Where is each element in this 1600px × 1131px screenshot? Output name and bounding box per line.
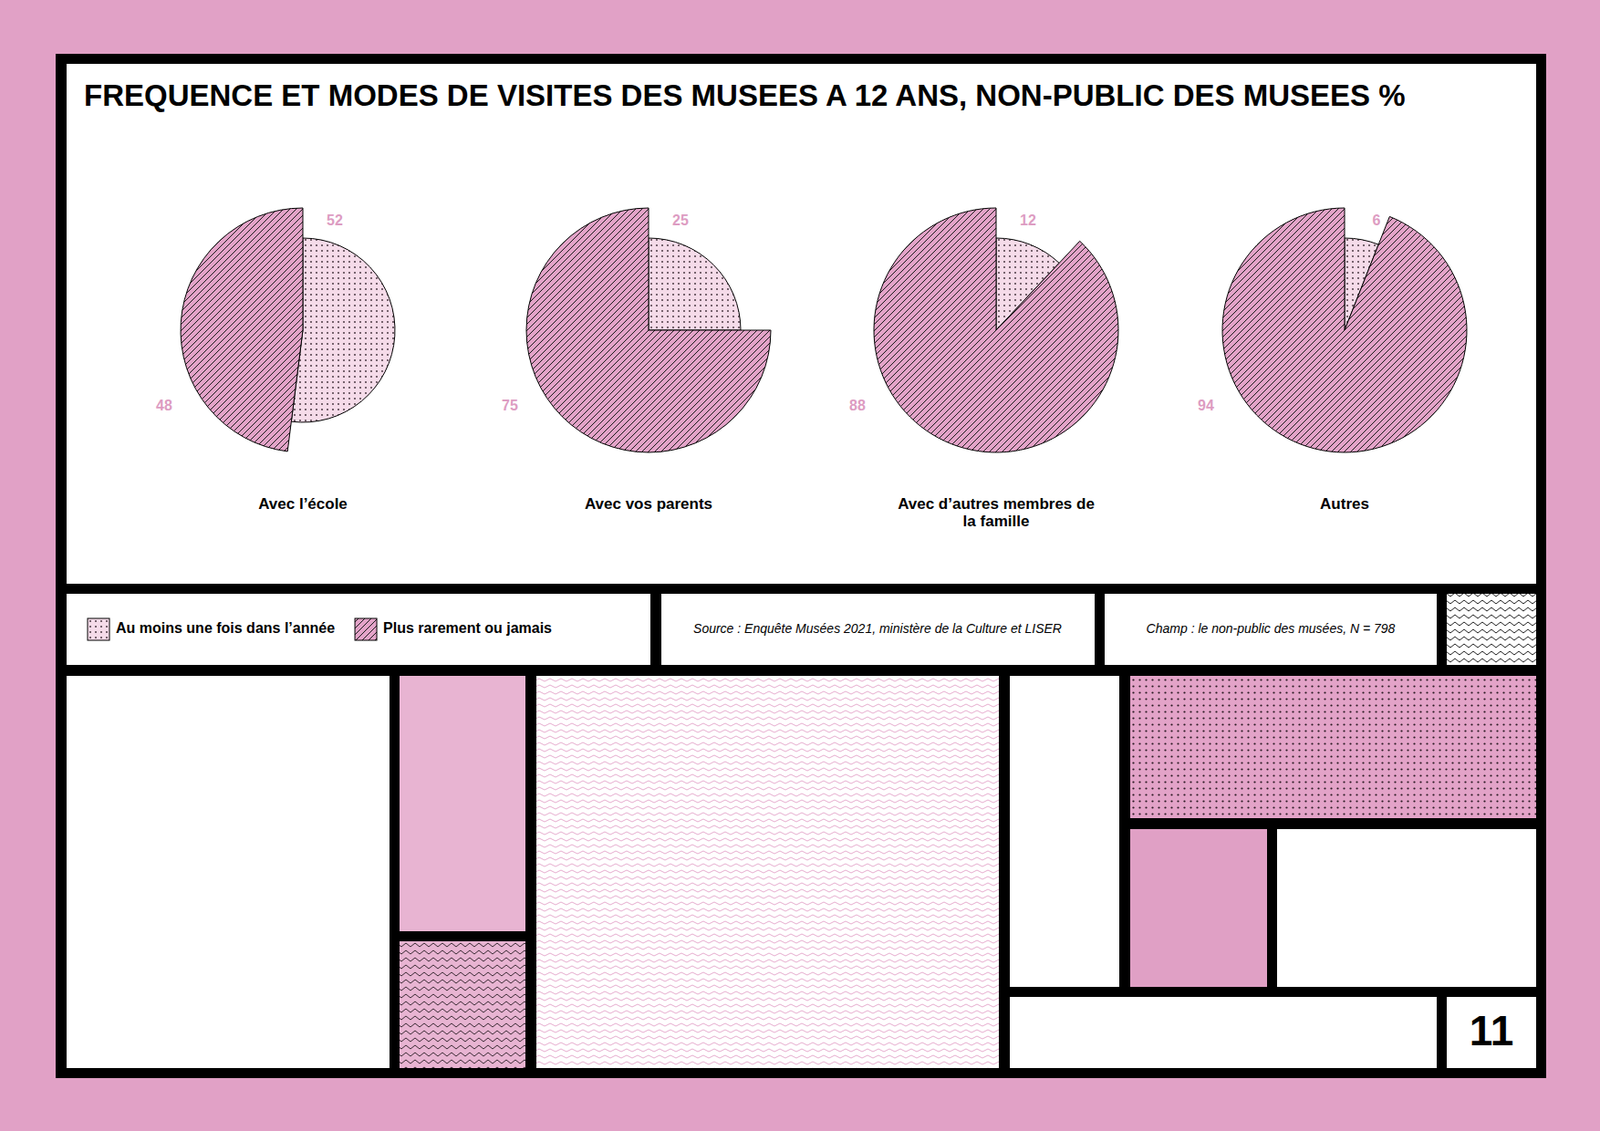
data-label: 52 <box>326 212 343 229</box>
data-label: 48 <box>155 397 173 414</box>
page: FREQUENCE ET MODES DE VISITES DES MUSEES… <box>0 0 1600 1131</box>
category-label: Avec d’autres membres dela famille <box>897 495 1095 530</box>
pie: 12 88 <box>849 207 1119 453</box>
legend-swatch <box>87 618 110 641</box>
pie: 25 75 <box>501 207 771 453</box>
scope-cell <box>1104 593 1437 665</box>
pie-slice <box>290 238 395 423</box>
pie: 52 48 <box>155 207 395 452</box>
data-label: 12 <box>1019 212 1037 229</box>
chart-panel <box>66 63 1537 584</box>
category-label: Avec vos parents <box>584 495 713 513</box>
category-label: Autres <box>1319 495 1370 513</box>
deco-cell <box>1446 593 1537 665</box>
data-label: 25 <box>672 212 689 229</box>
deco-cell <box>1009 675 1120 988</box>
pie-slice <box>873 207 1119 453</box>
pie-slice <box>1222 207 1467 453</box>
pie-slice <box>648 238 741 331</box>
pie: 6 94 <box>1197 207 1467 453</box>
deco-cell <box>1009 997 1437 1069</box>
deco-cell <box>399 941 526 1069</box>
page-number-cell <box>1446 997 1537 1069</box>
scope: Champ : le non-public des musées, N = 79… <box>1146 621 1396 636</box>
frame <box>55 53 1547 1079</box>
source: Source : Enquête Musées 2021, ministère … <box>693 621 1062 636</box>
legend-cell <box>66 593 651 665</box>
deco-cell <box>1277 829 1537 988</box>
data-label: 6 <box>1372 212 1382 229</box>
pie-slice <box>526 207 771 453</box>
deco-cell <box>1130 829 1268 988</box>
page-number: 11 <box>1469 1007 1515 1055</box>
legend-swatch <box>354 618 377 641</box>
legend-label: Plus rarement ou jamais <box>383 620 552 636</box>
legend: Au moins une fois dans l’année Plus rarem… <box>87 618 552 641</box>
title: FREQUENCE ET MODES DE VISITES DES MUSEES… <box>83 78 1406 113</box>
pie-slice <box>180 207 303 452</box>
category-label: Avec l’école <box>258 495 348 513</box>
frame-border <box>55 53 1547 1079</box>
deco-cell <box>399 675 526 932</box>
data-label: 88 <box>849 397 866 414</box>
deco-cell <box>1130 675 1537 819</box>
deco-cell <box>536 675 999 1069</box>
source-cell <box>661 593 1095 665</box>
legend-label: Au moins une fois dans l’année <box>115 620 335 636</box>
data-label: 75 <box>501 397 519 414</box>
deco-cell <box>66 675 390 1069</box>
data-label: 94 <box>1197 397 1215 414</box>
